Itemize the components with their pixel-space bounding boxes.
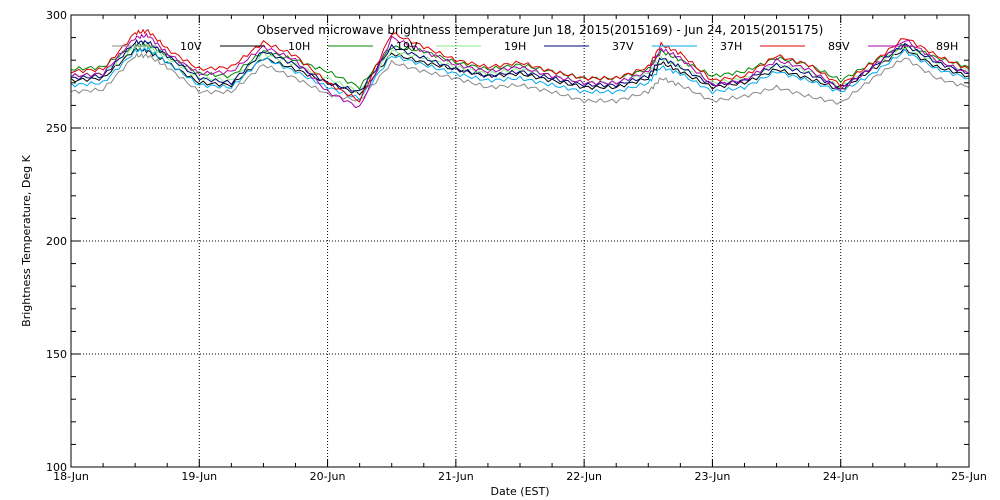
y-axis-label: Brightness Temperature, Deg K — [20, 154, 33, 326]
y-tick-label: 100 — [46, 461, 67, 474]
x-tick-label: 18-Jun — [53, 470, 89, 483]
y-tick-label: 250 — [46, 122, 67, 135]
legend-label-89v: 89V — [828, 40, 850, 53]
y-tick-label: 150 — [46, 348, 67, 361]
series-line-37h — [70, 46, 970, 102]
series-line-37v — [71, 39, 970, 92]
x-tick-label: 20-Jun — [310, 470, 346, 483]
legend-label-10v: 10V — [180, 40, 202, 53]
legend-label-19h: 19H — [504, 40, 526, 53]
legend-label-37h: 37H — [720, 40, 742, 53]
x-tick-label: 24-Jun — [823, 470, 859, 483]
chart-title: Observed microwave brightness temperatur… — [257, 23, 824, 37]
x-tick-label: 23-Jun — [695, 470, 731, 483]
x-tick-label: 21-Jun — [438, 470, 474, 483]
series-line-89v — [70, 28, 970, 103]
y-tick-label: 300 — [46, 9, 67, 22]
legend-label-19v: 19V — [396, 40, 418, 53]
series-line-89h — [70, 32, 970, 109]
x-tick-label: 22-Jun — [566, 470, 602, 483]
legend-label-37v: 37V — [612, 40, 634, 53]
x-axis-label: Date (EST) — [490, 485, 549, 498]
legend-label-10h: 10H — [288, 40, 310, 53]
series-lines — [70, 28, 970, 109]
series-line-10v — [70, 52, 970, 105]
axis-ticks — [70, 14, 970, 468]
y-tick-label: 200 — [46, 235, 67, 248]
legend: 10V 10H 19V 19H 37V 37H 89V 89H — [112, 40, 958, 53]
tick-labels: 18-Jun 19-Jun 20-Jun 21-Jun 22-Jun 23-Jun 24-J… — [46, 9, 987, 483]
x-tick-label: 25-Jun — [951, 470, 987, 483]
x-tick-label: 19-Jun — [181, 470, 217, 483]
legend-label-89h: 89H — [936, 40, 958, 53]
